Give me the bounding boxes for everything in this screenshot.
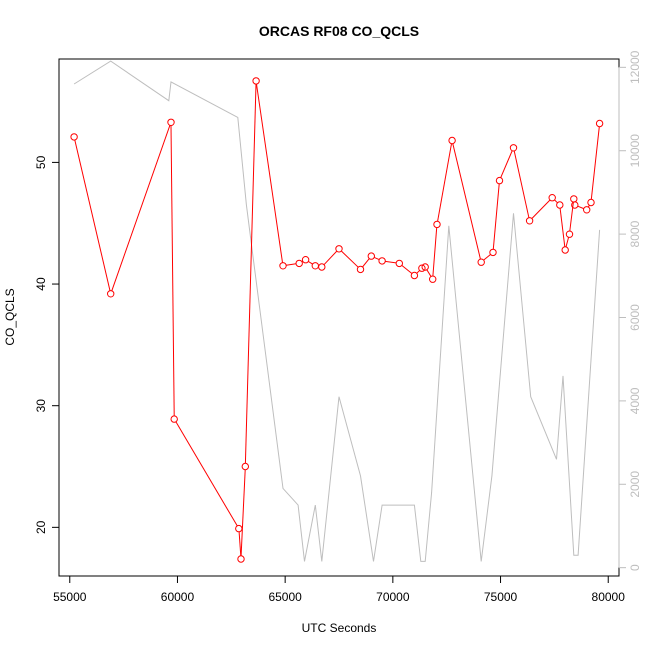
y2-tick-label: 6000 bbox=[628, 304, 642, 331]
series-segment-primary bbox=[373, 256, 380, 261]
data-point bbox=[241, 462, 250, 471]
series-segment-primary bbox=[452, 143, 481, 260]
series-segment-primary bbox=[437, 143, 452, 222]
x-tick-label: 80000 bbox=[592, 590, 626, 604]
series-segment-primary bbox=[513, 150, 530, 218]
data-point bbox=[421, 263, 429, 271]
data-point bbox=[378, 257, 386, 265]
y2-tick-label: 10000 bbox=[628, 134, 642, 168]
data-point bbox=[489, 248, 497, 257]
y2-tick-label: 2000 bbox=[628, 471, 642, 498]
series-segment-primary bbox=[286, 263, 297, 266]
series-segment-primary bbox=[340, 250, 359, 268]
data-point bbox=[570, 195, 578, 203]
chart-title: ORCAS RF08 CO_QCLS bbox=[259, 23, 419, 39]
data-point bbox=[477, 258, 485, 266]
data-point bbox=[429, 275, 437, 283]
x-tick-label: 75000 bbox=[484, 590, 518, 604]
data-point bbox=[561, 246, 569, 254]
data-point bbox=[509, 144, 518, 152]
y-tick-label: 30 bbox=[34, 399, 48, 413]
y-tick-label: 40 bbox=[34, 277, 48, 291]
series-segment-primary bbox=[565, 237, 570, 248]
y-tick-label: 20 bbox=[34, 520, 48, 534]
series-segment-primary bbox=[590, 126, 600, 200]
data-point bbox=[556, 201, 564, 209]
series-segment-primary bbox=[175, 421, 238, 527]
series-segment-primary bbox=[256, 84, 283, 263]
data-point bbox=[395, 259, 403, 268]
data-point bbox=[311, 262, 319, 270]
series-segment-primary bbox=[385, 260, 397, 264]
series-segment-primary bbox=[492, 183, 500, 250]
data-point bbox=[356, 265, 365, 274]
data-point bbox=[367, 252, 375, 260]
data-point bbox=[279, 262, 287, 270]
series-segment-primary bbox=[170, 125, 175, 416]
series-segment-primary bbox=[238, 531, 242, 556]
series-segment-primary bbox=[111, 125, 171, 291]
plot-frame bbox=[58, 58, 620, 577]
data-point bbox=[170, 415, 178, 423]
data-point bbox=[525, 217, 534, 225]
series-segment-primary bbox=[569, 202, 574, 232]
data-point bbox=[448, 136, 456, 145]
data-point bbox=[167, 118, 175, 127]
data-point bbox=[252, 77, 260, 85]
x-tick-label: 65000 bbox=[268, 590, 302, 604]
series-segment-primary bbox=[308, 260, 313, 265]
data-point bbox=[410, 271, 419, 280]
data-point bbox=[107, 290, 115, 298]
data-point bbox=[595, 119, 604, 128]
data-point bbox=[301, 256, 310, 264]
chart-marks: 55000 60000 65000 70000 75000 80000 20 30 40 50 0 2… bbox=[34, 50, 642, 604]
series-segment-primary bbox=[483, 254, 491, 261]
series-segment-primary bbox=[244, 84, 257, 464]
data-point bbox=[565, 230, 574, 238]
series-segment-primary bbox=[531, 199, 551, 219]
data-point bbox=[587, 198, 595, 207]
y-axis-label: CO_QCLS bbox=[3, 288, 17, 345]
data-point bbox=[335, 245, 343, 253]
data-point bbox=[418, 264, 426, 272]
series-segment-primary bbox=[323, 250, 338, 266]
y2-tick-label: 4000 bbox=[628, 387, 642, 414]
data-point bbox=[235, 524, 243, 533]
series-segment-primary bbox=[500, 150, 513, 178]
y2-tick-label: 0 bbox=[628, 564, 642, 571]
data-point bbox=[295, 259, 303, 268]
data-point bbox=[70, 133, 78, 141]
data-point bbox=[495, 176, 504, 185]
series-segment-primary bbox=[74, 139, 111, 291]
series-line-secondary bbox=[73, 60, 601, 562]
series-segment-primary bbox=[554, 199, 558, 204]
data-point bbox=[583, 206, 591, 214]
series-segment-primary bbox=[401, 265, 413, 274]
data-point bbox=[548, 194, 556, 202]
x-tick-label: 60000 bbox=[161, 590, 195, 604]
y-tick-label: 50 bbox=[34, 155, 48, 169]
y2-tick-label: 12000 bbox=[628, 50, 642, 84]
x-axis-label: UTC Seconds bbox=[302, 621, 377, 635]
x-tick-label: 70000 bbox=[376, 590, 410, 604]
series-segment-primary bbox=[426, 269, 432, 277]
series-segment-primary bbox=[432, 227, 438, 277]
data-point bbox=[237, 555, 245, 563]
series-segment-primary bbox=[577, 205, 584, 210]
data-point bbox=[571, 201, 579, 209]
series-segment-primary bbox=[362, 258, 370, 268]
y2-tick-label: 8000 bbox=[628, 220, 642, 247]
series-segment-primary bbox=[240, 469, 246, 556]
x-tick-label: 55000 bbox=[53, 590, 87, 604]
series-segment-primary bbox=[559, 208, 566, 247]
data-point bbox=[433, 220, 441, 229]
data-point bbox=[318, 263, 326, 271]
series-segment-primary bbox=[416, 270, 420, 274]
